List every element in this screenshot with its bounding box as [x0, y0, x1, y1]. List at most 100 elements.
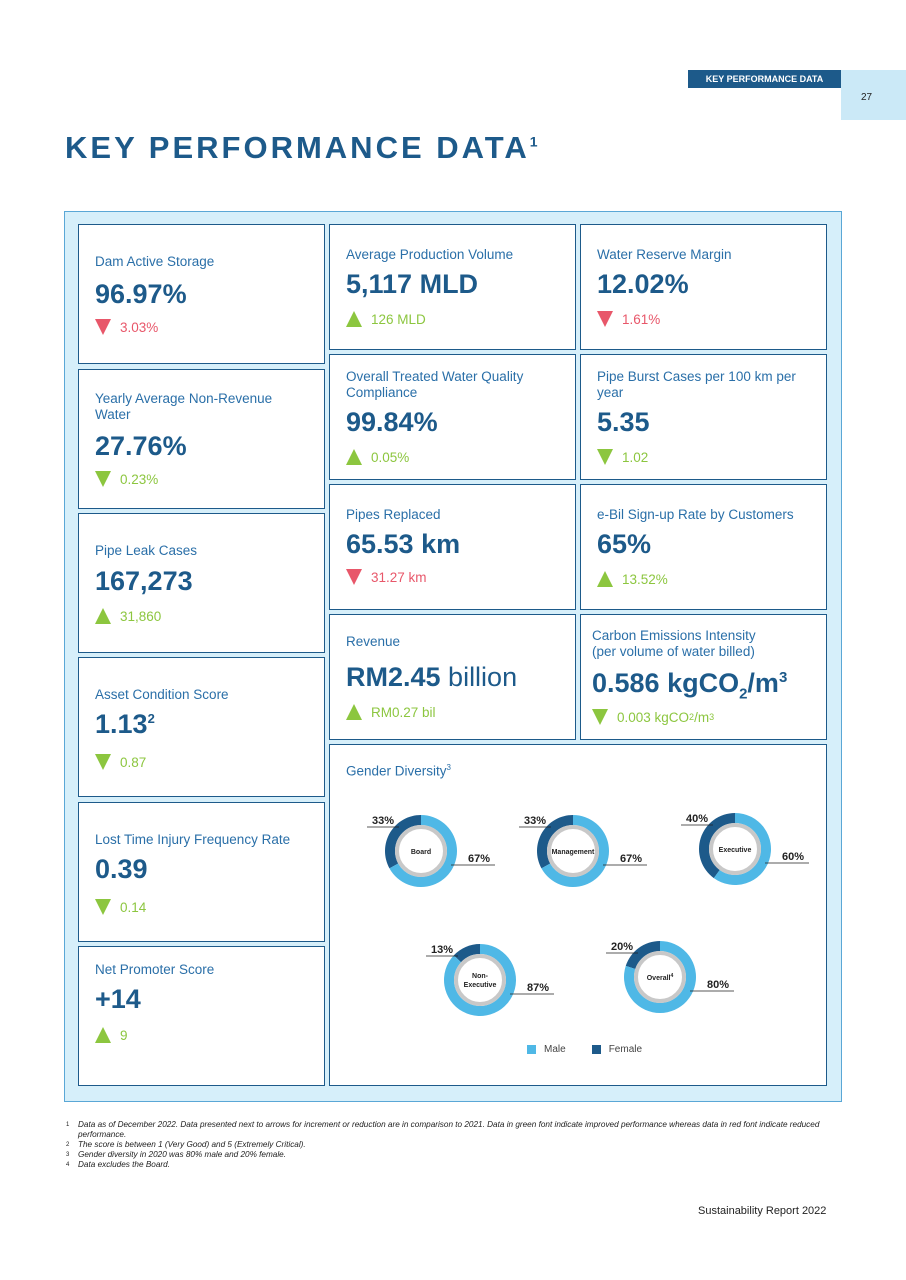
- card-value: 12.02%: [597, 269, 689, 299]
- up-arrow-icon: [346, 704, 362, 720]
- card-ltifr: Lost Time Injury Frequency Rate 0.39 0.1…: [78, 802, 325, 942]
- card-average-production-volume: Average Production Volume 5,117 MLD 126 …: [329, 224, 576, 350]
- down-arrow-icon: [95, 754, 111, 770]
- footnote-text: The score is between 1 (Very Good) and 5…: [78, 1140, 306, 1149]
- card-value: 65.53 km: [346, 529, 461, 559]
- footnote: 4 Data excludes the Board.: [66, 1160, 846, 1170]
- card-label: Carbon Emissions Intensity (per volume of…: [592, 628, 756, 660]
- card-value-unit: /m: [747, 668, 779, 698]
- card-label: Revenue: [346, 634, 401, 649]
- card-change: 1.02: [597, 449, 648, 465]
- card-change: 1.61%: [597, 311, 660, 327]
- section-tag: KEY PERFORMANCE DATA: [688, 70, 841, 88]
- card-change-sub: 2: [689, 712, 695, 722]
- card-non-revenue-water: Yearly Average Non-Revenue Water 27.76% …: [78, 369, 325, 509]
- card-change: RM0.27 bil: [346, 704, 436, 720]
- up-arrow-icon: [95, 608, 111, 624]
- footnote-number: 3: [66, 1152, 70, 1158]
- legend-item-female: Female: [591, 1044, 642, 1055]
- card-value: 65%: [597, 529, 652, 559]
- down-arrow-icon: [95, 319, 111, 335]
- card-label: Overall Treated Water Quality Compliance: [346, 369, 524, 400]
- card-value: RM2.45 billion: [346, 662, 517, 693]
- card-value: 5,117 MLD: [346, 269, 479, 299]
- card-value: 27.76%: [95, 431, 187, 461]
- card-change: 31.27 km: [346, 569, 427, 585]
- card-pipes-replaced: Pipes Replaced 65.53 km 31.27 km: [329, 484, 576, 610]
- card-change: 0.23%: [95, 471, 158, 487]
- footnotes: 1 Data as of December 2022. Data presente…: [66, 1120, 846, 1170]
- card-change: 3.03%: [95, 319, 158, 335]
- card-label: Asset Condition Score: [95, 687, 229, 702]
- card-label-line2: (per volume of water billed): [592, 644, 755, 659]
- card-net-promoter-score: Net Promoter Score +14 9: [78, 946, 325, 1086]
- page-title-text: KEY PERFORMANCE DATA: [65, 130, 530, 165]
- footnote-number: 1: [66, 1122, 70, 1128]
- gender-title-footnote: 3: [446, 763, 451, 772]
- footnote: 2 The score is between 1 (Very Good) and …: [66, 1140, 846, 1150]
- page-number: 27: [861, 92, 873, 103]
- legend-item-male: Male: [527, 1044, 566, 1055]
- card-change: 13.52%: [597, 571, 668, 587]
- card-change: 31,860: [95, 608, 161, 624]
- footnote: 1 Data as of December 2022. Data presente…: [66, 1120, 846, 1140]
- card-pipe-burst-cases: Pipe Burst Cases per 100 km per year 5.3…: [580, 354, 827, 480]
- card-value-number: 1.13: [95, 709, 148, 739]
- card-label: Gender Diversity3: [346, 760, 451, 780]
- page-number-box: [841, 70, 906, 120]
- card-value: 99.84%: [346, 407, 438, 437]
- down-arrow-icon: [95, 899, 111, 915]
- card-change-value: 1.02: [622, 449, 649, 465]
- legend-swatch-female: [591, 1045, 601, 1054]
- card-label: Dam Active Storage: [95, 254, 215, 269]
- card-value-sup: 3: [778, 669, 788, 686]
- card-change-value: 0.003 kgCO: [617, 709, 690, 725]
- card-value: 0.39: [95, 854, 148, 884]
- footnote: 3 Gender diversity in 2020 was 80% male a…: [66, 1150, 846, 1160]
- card-change-sup: 3: [709, 712, 715, 722]
- up-arrow-icon: [346, 311, 362, 327]
- card-label: Net Promoter Score: [95, 962, 215, 977]
- card-value: 167,273: [95, 566, 193, 596]
- card-change: 0.14: [95, 899, 146, 915]
- card-change: 0.87: [95, 754, 146, 770]
- up-arrow-icon: [346, 449, 362, 465]
- card-value-sub: 2: [739, 685, 748, 703]
- card-value: 1.132: [95, 709, 155, 740]
- card-label: Pipes Replaced: [346, 507, 441, 522]
- down-arrow-icon: [592, 709, 608, 725]
- card-change: 126 MLD: [346, 311, 426, 327]
- card-label: Yearly Average Non-Revenue Water: [95, 391, 273, 422]
- card-gender-diversity: Gender Diversity3: [329, 744, 827, 1086]
- card-value-amount: RM2.45: [346, 662, 441, 692]
- card-change-unit: /m: [694, 709, 710, 725]
- title-footnote-ref: 1: [529, 133, 538, 150]
- card-value-main: 0.586 kgCO: [592, 668, 740, 698]
- card-asset-condition-score: Asset Condition Score 1.132 0.87: [78, 657, 325, 797]
- card-change-value: 0.87: [120, 754, 147, 770]
- down-arrow-icon: [95, 471, 111, 487]
- card-change-value: 3.03%: [120, 319, 159, 335]
- card-ebil-signup-rate: e-Bil Sign-up Rate by Customers 65% 13.5…: [580, 484, 827, 610]
- card-water-quality-compliance: Overall Treated Water Quality Compliance…: [329, 354, 576, 480]
- down-arrow-icon: [597, 311, 613, 327]
- card-change-value: 0.23%: [120, 471, 159, 487]
- card-change-value: 31,860: [120, 608, 162, 624]
- card-change: 9: [95, 1027, 128, 1043]
- card-label: Pipe Burst Cases per 100 km per year: [597, 369, 796, 400]
- footnote-text: Data excludes the Board.: [78, 1160, 170, 1169]
- card-value-footnote: 2: [147, 711, 155, 726]
- card-label: Average Production Volume: [346, 247, 514, 262]
- footnote-text: Gender diversity in 2020 was 80% male an…: [78, 1150, 286, 1159]
- card-change: 0.05%: [346, 449, 409, 465]
- card-change-value: RM0.27 bil: [371, 704, 436, 720]
- card-water-reserve-margin: Water Reserve Margin 12.02% 1.61%: [580, 224, 827, 350]
- card-label: e-Bil Sign-up Rate by Customers: [597, 507, 794, 522]
- card-value-unit: billion: [440, 662, 518, 692]
- up-arrow-icon: [95, 1027, 111, 1043]
- card-carbon-emissions-intensity: Carbon Emissions Intensity (per volume of…: [580, 614, 827, 740]
- card-value: 96.97%: [95, 279, 187, 309]
- down-arrow-icon: [597, 449, 613, 465]
- card-change-value: 1.61%: [622, 311, 661, 327]
- card-label: Water Reserve Margin: [597, 247, 732, 262]
